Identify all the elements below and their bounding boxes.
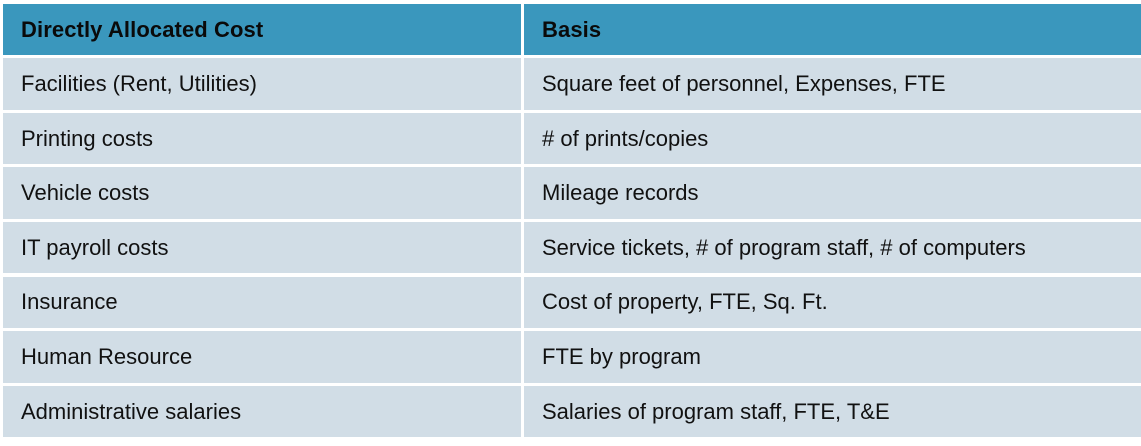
row-1-cost: Facilities (Rent, Utilities) <box>3 58 521 110</box>
cost-allocation-table: Directly Allocated Cost Basis Facilities… <box>3 4 1141 444</box>
row-2-cost: Printing costs <box>3 112 521 165</box>
row-4-cost: IT payroll costs <box>3 222 521 274</box>
header-basis: Basis <box>524 4 1141 55</box>
row-1-basis: Square feet of personnel, Expenses, FTE <box>524 58 1141 110</box>
row-4-basis: Service tickets, # of program staff, # o… <box>524 222 1141 274</box>
row-7-basis: Salaries of program staff, FTE, T&E <box>524 385 1141 438</box>
row-5-basis: Cost of property, FTE, Sq. Ft. <box>524 276 1141 328</box>
row-3-cost: Vehicle costs <box>3 167 521 219</box>
row-5-cost: Insurance <box>3 276 521 328</box>
row-7-cost: Administrative salaries <box>3 385 521 438</box>
row-6-basis: FTE by program <box>524 331 1141 383</box>
row-2-basis: # of prints/copies <box>524 112 1141 165</box>
header-directly-allocated-cost: Directly Allocated Cost <box>3 4 521 55</box>
row-6-cost: Human Resource <box>3 331 521 383</box>
row-3-basis: Mileage records <box>524 167 1141 219</box>
